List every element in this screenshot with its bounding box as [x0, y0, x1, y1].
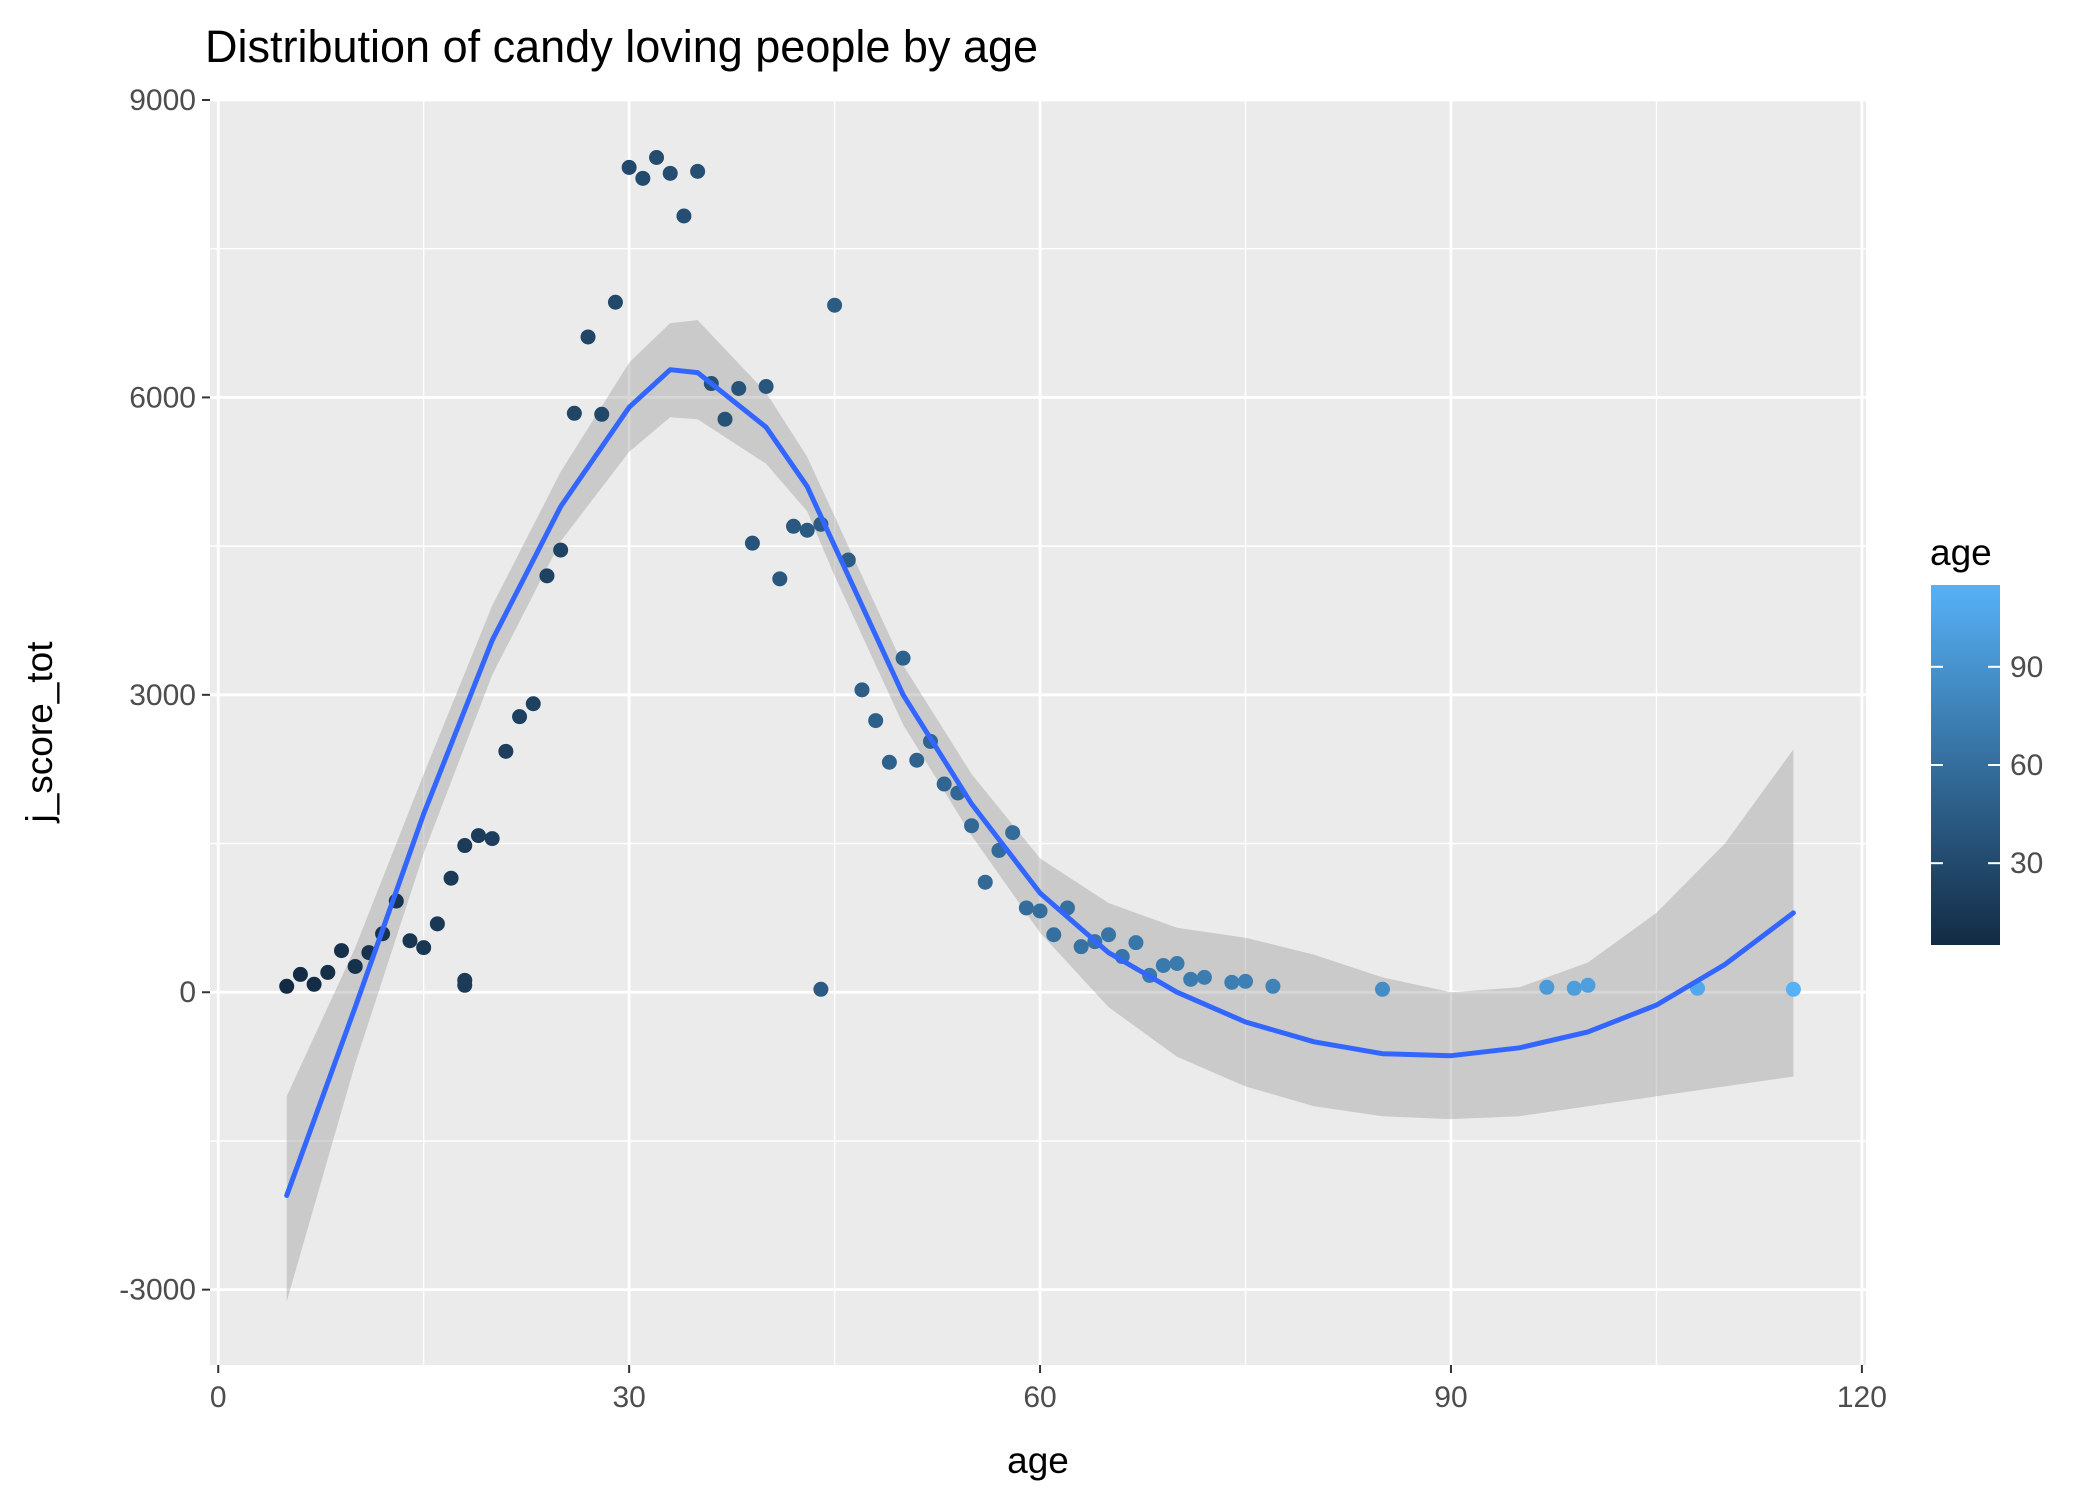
data-point — [402, 933, 418, 949]
legend-break-label: 60 — [2010, 749, 2043, 782]
data-point — [1155, 957, 1171, 973]
y-tick-label: -3000 — [119, 1274, 196, 1307]
data-point — [744, 535, 760, 551]
data-point — [1196, 969, 1212, 985]
data-point — [306, 976, 322, 992]
data-point — [758, 379, 774, 395]
y-tick-label: 0 — [179, 976, 196, 1009]
x-tick-label: 120 — [1837, 1381, 1887, 1414]
data-point — [1046, 927, 1062, 943]
data-point — [1101, 927, 1117, 943]
data-point — [1073, 939, 1089, 955]
y-tick-label: 9000 — [129, 84, 196, 117]
data-point — [1580, 977, 1596, 993]
legend-breaks: 30 60 90 — [1931, 651, 2043, 880]
data-point — [1566, 980, 1582, 996]
data-point — [539, 568, 555, 584]
data-point — [443, 870, 459, 886]
data-point — [635, 170, 651, 186]
data-point — [292, 966, 308, 982]
x-tick-label: 30 — [612, 1381, 645, 1414]
data-point — [333, 943, 349, 959]
data-point — [799, 522, 815, 538]
data-point — [470, 828, 486, 844]
major-gridlines — [210, 98, 1866, 1365]
data-point — [1539, 979, 1555, 995]
y-tick-label: 6000 — [129, 381, 196, 414]
data-point — [964, 818, 980, 834]
data-point — [416, 940, 432, 956]
data-point — [512, 709, 528, 725]
data-point — [854, 682, 870, 698]
data-point — [484, 831, 500, 847]
data-point — [690, 163, 706, 179]
data-point — [498, 743, 514, 759]
data-point — [662, 165, 678, 181]
y-axis-ticks: -3000 0 3000 6000 9000 — [119, 84, 210, 1307]
data-point — [320, 964, 336, 980]
data-point — [553, 542, 569, 558]
data-point — [457, 838, 473, 854]
x-tick-label: 60 — [1023, 1381, 1056, 1414]
x-axis-ticks: 0 30 60 90 120 — [210, 1365, 1887, 1414]
data-points — [279, 150, 1801, 997]
data-point — [1018, 900, 1034, 916]
data-point — [279, 978, 295, 994]
data-point — [786, 518, 802, 534]
data-point — [347, 958, 363, 974]
data-point — [1265, 978, 1281, 994]
data-point — [676, 208, 692, 224]
data-point — [1169, 955, 1185, 971]
data-point — [1032, 903, 1048, 919]
data-point — [827, 297, 843, 313]
data-point — [525, 696, 541, 712]
data-point — [594, 406, 610, 422]
data-point — [868, 713, 884, 729]
data-point — [457, 977, 473, 993]
data-point — [649, 150, 665, 165]
legend: age 30 60 90 — [1930, 532, 2043, 945]
data-point — [1183, 971, 1199, 987]
x-tick-label: 0 — [210, 1381, 227, 1414]
data-point — [607, 294, 623, 310]
data-point — [909, 752, 925, 768]
legend-title: age — [1930, 532, 1992, 573]
data-point — [1374, 981, 1390, 997]
y-axis-title: j_score_tot — [19, 641, 60, 824]
data-point — [936, 776, 952, 792]
data-point — [1224, 974, 1240, 990]
chart-title: Distribution of candy loving people by a… — [205, 21, 1038, 72]
data-point — [1238, 973, 1254, 989]
data-point — [621, 159, 637, 175]
data-point — [580, 329, 596, 345]
legend-break-label: 90 — [2010, 651, 2043, 684]
data-point — [813, 981, 829, 997]
data-point — [1785, 981, 1801, 997]
data-point — [1005, 825, 1021, 841]
data-point — [1128, 935, 1144, 951]
smooth-line — [284, 367, 1796, 1198]
x-tick-label: 90 — [1434, 1381, 1467, 1414]
data-point — [881, 754, 897, 770]
data-point — [977, 874, 993, 890]
data-point — [895, 650, 911, 666]
legend-break-label: 30 — [2010, 847, 2043, 880]
minor-gridlines — [210, 100, 1866, 1365]
data-point — [566, 405, 582, 421]
data-point — [772, 571, 788, 587]
y-tick-label: 3000 — [129, 679, 196, 712]
plot-panel — [210, 100, 1866, 1365]
data-point — [717, 411, 733, 427]
x-axis-title: age — [1007, 1440, 1069, 1481]
data-point — [429, 916, 445, 932]
data-point — [731, 380, 747, 396]
